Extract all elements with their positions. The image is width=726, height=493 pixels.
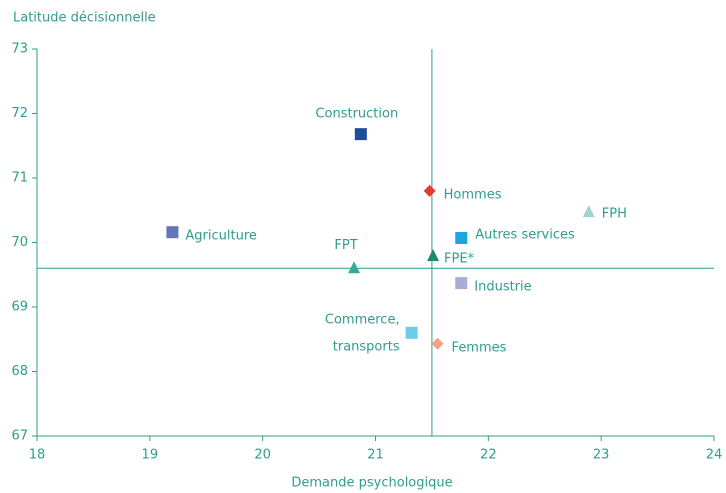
y-tick-label: 71 [11, 171, 28, 186]
x-tick-label: 23 [593, 448, 610, 463]
point [348, 261, 361, 274]
point-label: Autres services [475, 227, 575, 242]
point-label: Agriculture [185, 229, 257, 244]
y-axis-label: Latitude décisionnelle [13, 11, 156, 26]
point [427, 249, 440, 262]
point-label: FPE* [444, 252, 475, 267]
point-label: FPH [602, 207, 627, 222]
point [582, 205, 595, 218]
point [455, 231, 468, 244]
point-label: Hommes [444, 187, 502, 202]
point [405, 326, 418, 339]
x-tick-label: 19 [142, 448, 159, 463]
x-tick-label: 24 [706, 448, 723, 463]
point [423, 184, 436, 197]
point [166, 226, 179, 239]
point-label: transports [333, 339, 400, 354]
y-tick-label: 69 [11, 300, 28, 315]
y-tick-label: 67 [11, 429, 28, 444]
y-tick-label: 68 [11, 364, 28, 379]
point [455, 277, 468, 290]
point-label: Commerce, [325, 312, 400, 327]
x-axis-label: Demande psychologique [291, 476, 452, 491]
point-label: Construction [315, 107, 398, 122]
point [431, 337, 444, 350]
point [354, 128, 367, 141]
point-label: FPT [334, 238, 357, 253]
point-label: Femmes [452, 340, 507, 355]
y-tick-label: 73 [11, 42, 28, 57]
point-label: Industrie [474, 280, 531, 295]
y-tick-label: 70 [11, 235, 28, 250]
y-tick-label: 72 [11, 106, 28, 121]
x-tick-label: 21 [367, 448, 384, 463]
x-tick-label: 22 [480, 448, 497, 463]
x-tick-label: 20 [254, 448, 271, 463]
x-tick-label: 18 [29, 448, 46, 463]
